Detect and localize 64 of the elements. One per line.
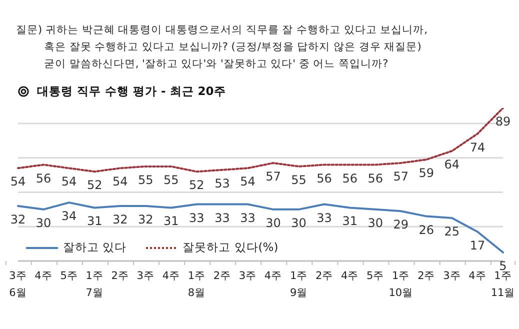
data-label: 55 xyxy=(164,172,179,187)
x-tick-label: 3주 xyxy=(443,270,461,282)
data-label: 56 xyxy=(36,171,52,186)
x-tick-label: 3주 xyxy=(238,270,257,282)
data-label: 32 xyxy=(10,212,26,227)
data-label: 5 xyxy=(499,258,507,273)
x-tick-label: 4주 xyxy=(34,270,52,282)
x-tick-label: 4주 xyxy=(341,270,359,282)
data-label: 56 xyxy=(342,171,358,186)
data-label: 57 xyxy=(266,170,281,184)
data-label: 26 xyxy=(418,222,434,237)
data-label: 34 xyxy=(61,209,77,224)
data-label: 54 xyxy=(112,174,128,189)
legend-label: 잘하고 있다 xyxy=(62,240,127,255)
data-label: 57 xyxy=(393,170,409,184)
x-tick-label: 2주 xyxy=(418,270,436,282)
data-label: 55 xyxy=(291,172,306,187)
x-tick-label: 2주 xyxy=(315,270,334,282)
x-tick-label: 1주 8월 xyxy=(188,270,206,299)
data-label: 56 xyxy=(316,171,332,186)
data-label: 30 xyxy=(266,216,281,230)
x-tick-label: 1주 10월 xyxy=(388,270,414,299)
data-label: 25 xyxy=(444,224,460,239)
x-tick-label: 1주 11월 xyxy=(490,270,516,299)
x-tick-label: 5주 xyxy=(366,270,384,282)
x-tick-label: 4주 xyxy=(468,270,486,282)
x-tick-label: 3주 6월 xyxy=(9,270,27,299)
data-label: 33 xyxy=(316,210,332,225)
chart-title: 대통령 직무 수행 평가 - 최근 20주 xyxy=(37,84,226,99)
data-label: 17 xyxy=(470,238,486,252)
legend-label: 잘못하고 있다(%) xyxy=(182,240,278,255)
data-label: 55 xyxy=(138,172,154,187)
data-label: 30 xyxy=(291,216,306,230)
data-label: 53 xyxy=(214,176,230,190)
x-tick-label: 2주 xyxy=(213,270,232,282)
data-label: 30 xyxy=(36,216,52,230)
data-label: 32 xyxy=(112,212,128,227)
x-tick-label: 5주 xyxy=(60,270,78,282)
data-label: 54 xyxy=(240,174,256,189)
x-tick-label: 1주 7월 xyxy=(86,270,104,299)
x-tick-label: 1주 9월 xyxy=(290,270,308,299)
data-label: 56 xyxy=(368,171,384,186)
data-label: 59 xyxy=(418,166,434,180)
data-label: 29 xyxy=(393,218,409,232)
data-label: 33 xyxy=(189,210,204,225)
x-tick-label: 4주 xyxy=(162,270,180,282)
data-label: 33 xyxy=(214,210,230,225)
data-label: 30 xyxy=(368,216,384,230)
data-label: 32 xyxy=(138,212,154,227)
data-label: 52 xyxy=(86,178,102,192)
data-label: 52 xyxy=(189,178,204,192)
data-label: 54 xyxy=(10,174,26,189)
data-label: 54 xyxy=(61,174,77,189)
x-tick-label: 4주 xyxy=(264,270,282,282)
x-tick-label: 3주 xyxy=(136,270,154,282)
data-label: 31 xyxy=(86,214,102,228)
data-label: 74 xyxy=(470,140,486,154)
data-label: 31 xyxy=(342,214,358,228)
data-label: 33 xyxy=(240,210,256,225)
text: 질문) 귀하는 박근혜 대통령이 대통령으로서의 직무를 잘 수행하고 있다고 보십니까, 혹은 잘못 수행하고 있다고 보십니까? (긍정/부정을 답하지 않은 경우 재질문) 굳이 말씀하신다면, '잘하고 있다'와 '잘못하고 있다' 중 어느 쪽입니까? xyxy=(16,23,428,72)
data-label: 64 xyxy=(444,158,460,172)
data-label: 89 xyxy=(495,114,511,129)
data-label: 31 xyxy=(164,214,179,228)
x-tick-label: 2주 xyxy=(111,270,129,282)
